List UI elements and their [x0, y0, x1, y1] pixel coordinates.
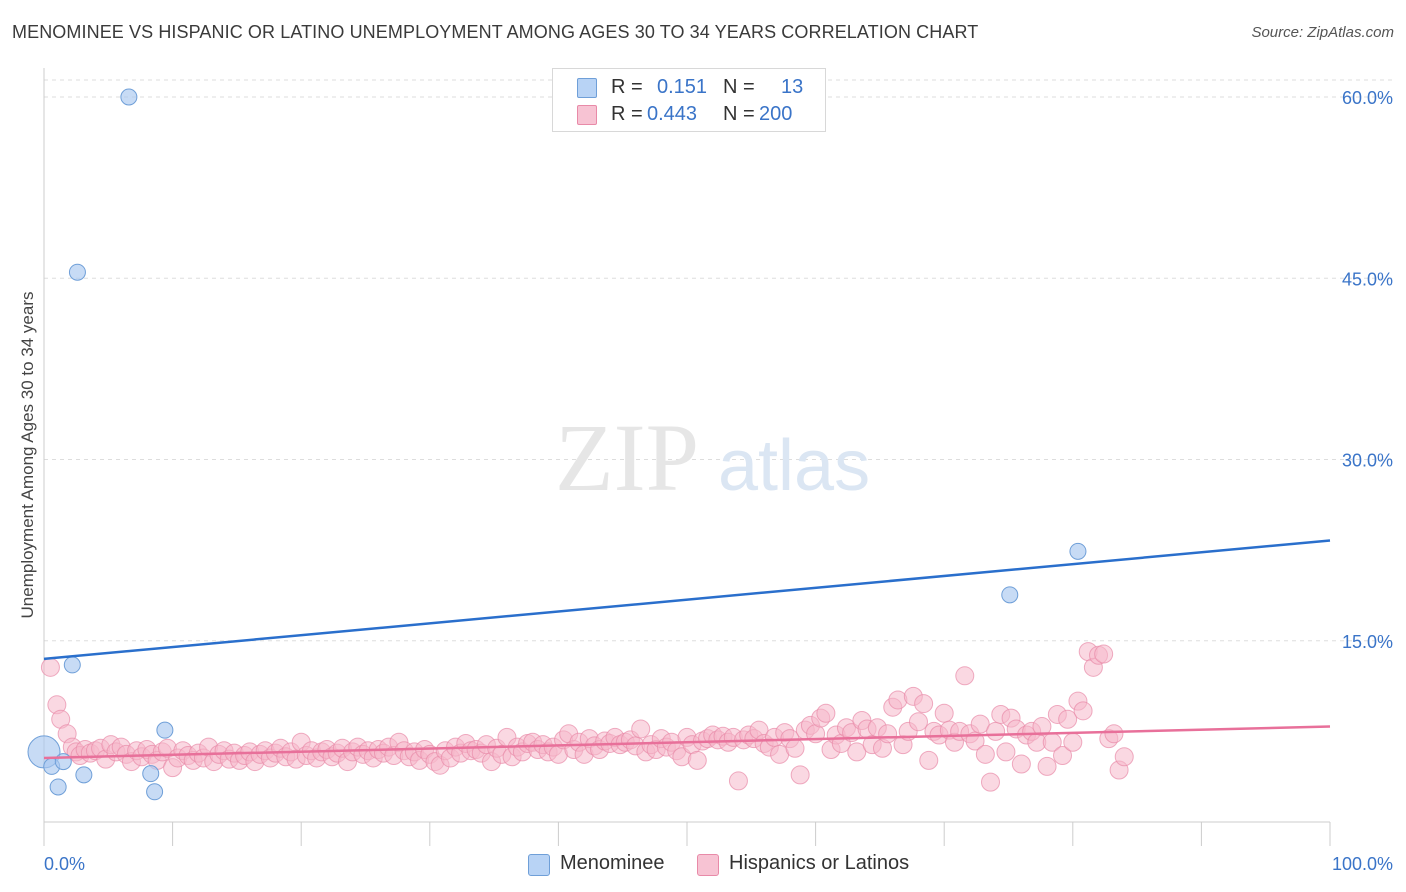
menominee-trend-line	[43, 539, 1331, 661]
legend-r-label: R =	[611, 76, 643, 98]
hispanic-point	[687, 750, 707, 770]
legend-swatch-hispanic	[697, 854, 719, 876]
menominee-point	[75, 766, 93, 784]
hispanic-point	[1058, 709, 1078, 729]
y-tick-label: 45.0%	[1342, 269, 1393, 289]
hispanic-point	[1073, 701, 1093, 721]
hispanic-point	[908, 712, 928, 732]
menominee-point	[120, 88, 138, 106]
menominee-point	[156, 721, 174, 739]
watermark-zip: ZIP	[555, 404, 699, 511]
legend-swatch-menominee	[528, 854, 550, 876]
hispanic-point	[878, 724, 898, 744]
hispanic-point	[888, 690, 908, 710]
watermark-atlas: atlas	[718, 426, 870, 506]
axes	[43, 68, 1331, 846]
menominee-points	[27, 88, 1087, 801]
hispanic-point	[955, 666, 975, 686]
menominee-point	[68, 263, 86, 281]
hispanic-point	[919, 750, 939, 770]
y-tick-label: 30.0%	[1342, 451, 1393, 471]
hispanic-point	[996, 742, 1016, 762]
hispanic-point	[40, 657, 60, 677]
hispanic-point	[1114, 747, 1134, 767]
legend-n-value: 200	[759, 103, 793, 125]
menominee-point	[63, 656, 81, 674]
hispanic-point	[986, 721, 1006, 741]
menominee-point	[146, 783, 164, 801]
hispanic-point	[980, 772, 1000, 792]
hispanic-point	[728, 771, 748, 791]
x-tick-label: 100.0%	[1332, 854, 1393, 874]
hispanic-point	[1094, 644, 1114, 664]
hispanic-point	[970, 714, 990, 734]
hispanic-point	[1011, 754, 1031, 774]
menominee-point	[1069, 542, 1087, 560]
watermark: ZIP atlas	[555, 404, 870, 511]
hispanic-points	[40, 642, 1134, 792]
y-axis-label: Unemployment Among Ages 30 to 34 years	[18, 291, 37, 619]
hispanic-point	[790, 765, 810, 785]
hispanic-point	[1053, 746, 1073, 766]
chart-title: MENOMINEE VS HISPANIC OR LATINO UNEMPLOY…	[12, 22, 979, 42]
legend-swatch-menominee	[577, 78, 597, 98]
trend-lines	[43, 539, 1331, 760]
legend-r-value: 0.443	[647, 103, 698, 125]
series-legend: Menominee Hispanics or Latinos	[0, 852, 1406, 878]
hispanic-point	[816, 703, 836, 723]
hispanic-trend-line	[43, 725, 1331, 760]
y-tick-label: 15.0%	[1342, 632, 1393, 652]
hispanic-point	[914, 694, 934, 714]
hispanic-point	[934, 703, 954, 723]
gridlines	[44, 79, 1392, 642]
y-tick-label: 60.0%	[1342, 88, 1393, 108]
hispanic-point	[1037, 756, 1057, 776]
hispanic-point	[975, 744, 995, 764]
legend-swatch-hispanic	[577, 105, 597, 125]
menominee-point	[49, 778, 67, 796]
correlation-legend: R = 0.151 N = 13 R = 0.443 N = 200	[552, 68, 826, 132]
hispanic-point	[847, 742, 867, 762]
menominee-point	[1001, 586, 1019, 604]
hispanic-point	[631, 719, 651, 739]
menominee-point	[142, 765, 160, 783]
legend-r-label: R =	[611, 103, 643, 125]
legend-label-menominee: Menominee	[560, 852, 665, 874]
legend-n-label: N =	[723, 76, 755, 98]
legend-n-label: N =	[723, 103, 755, 125]
hispanic-point	[785, 738, 805, 758]
hispanic-point	[1032, 717, 1052, 737]
legend-label-hispanic: Hispanics or Latinos	[729, 852, 910, 874]
source-label: Source: ZipAtlas.com	[1251, 24, 1394, 41]
menominee-point	[54, 753, 72, 771]
x-tick-label: 0.0%	[44, 854, 85, 874]
tick-labels: 15.0% 30.0% 45.0% 60.0% 0.0% 100.0%	[44, 88, 1393, 874]
legend-r-value: 0.151	[657, 76, 708, 98]
hispanic-point	[1104, 724, 1124, 744]
legend-n-value: 13	[781, 76, 804, 98]
hispanic-point	[1063, 732, 1083, 752]
